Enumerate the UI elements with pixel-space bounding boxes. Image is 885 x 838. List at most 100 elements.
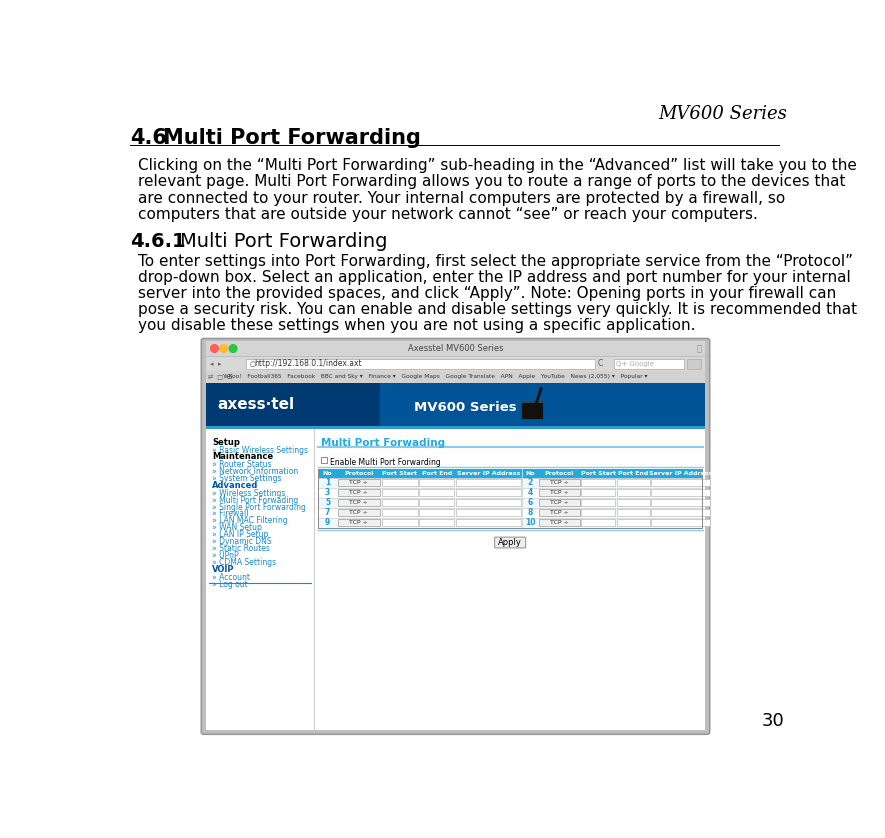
Text: C: C [598,360,604,369]
Text: Protocol: Protocol [344,471,373,476]
Text: Apply: Apply [498,538,522,547]
Bar [581,510,615,516]
Bar [539,479,580,486]
Bar [522,508,702,518]
Bar [206,428,314,730]
Bar [419,510,454,516]
Text: ○: ○ [250,361,256,367]
Text: Q+ Google: Q+ Google [616,361,654,367]
Text: » Multi Port Forwading: » Multi Port Forwading [212,495,298,504]
Text: » LAN MAC Filtering: » LAN MAC Filtering [212,516,288,525]
Bar [539,510,580,516]
Text: Multi Port Forwarding: Multi Port Forwarding [181,232,388,251]
Bar [319,508,522,518]
Text: server into the provided spaces, and click “Apply”. Note: Opening ports in your : server into the provided spaces, and cli… [138,286,836,301]
Text: Protocol: Protocol [544,471,574,476]
Text: » Account: » Account [212,572,250,582]
Bar [456,489,521,496]
Text: 6: 6 [527,499,533,507]
Bar [419,520,454,526]
Text: relevant page. Multi Port Forwarding allows you to route a range of ports to the: relevant page. Multi Port Forwarding all… [138,174,845,189]
Text: TCP ÷: TCP ÷ [550,520,569,525]
Text: No: No [526,471,535,476]
Bar [581,489,615,496]
Bar [337,489,380,496]
Text: Port End: Port End [618,471,649,476]
Text: » Log out: » Log out [212,580,248,588]
Text: » Static Routes: » Static Routes [212,544,270,553]
Bar [614,359,684,370]
Text: ⤡: ⤡ [696,344,701,353]
Text: 9: 9 [325,519,330,527]
Bar [581,499,615,506]
Text: » Dynamic DNS: » Dynamic DNS [212,537,272,546]
Text: Multi Port Forwarding: Multi Port Forwarding [164,128,421,148]
Text: TCP ÷: TCP ÷ [350,510,368,515]
Text: Port Start: Port Start [581,471,616,476]
Text: Clicking on the “Multi Port Forwarding” sub-heading in the “Advanced” list will : Clicking on the “Multi Port Forwarding” … [138,158,857,173]
Text: 10: 10 [525,519,535,527]
Text: Enable Multi Port Forwarding: Enable Multi Port Forwarding [330,458,441,467]
Bar [617,520,650,526]
Bar [246,359,595,370]
Text: » System Settings: » System Settings [212,474,281,483]
Bar [456,520,521,526]
Bar [337,520,380,526]
Bar [581,479,615,486]
Text: TCP ÷: TCP ÷ [350,500,368,505]
Bar [522,478,702,488]
Text: 2: 2 [527,478,533,488]
Bar [419,499,454,506]
Bar [319,498,522,508]
Bar [521,402,543,419]
Bar [206,357,705,371]
FancyBboxPatch shape [201,339,710,734]
Text: TCP ÷: TCP ÷ [550,510,569,515]
Text: 1: 1 [325,478,330,488]
Text: » WAN Setup: » WAN Setup [212,523,262,532]
Text: TCP ÷: TCP ÷ [350,480,368,485]
Bar [617,479,650,486]
Text: 3: 3 [325,489,330,498]
Bar [522,498,702,508]
Text: axess·tel: axess·tel [218,397,295,411]
Text: » Firewall: » Firewall [212,510,249,519]
Text: Server IP Address: Server IP Address [649,471,712,476]
Text: you disable these settings when you are not using a specific application.: you disable these settings when you are … [138,318,696,334]
Bar [319,468,702,478]
Bar [539,499,580,506]
Text: Advanced: Advanced [212,481,258,490]
Text: 4: 4 [527,489,533,498]
Text: TCP ÷: TCP ÷ [550,490,569,495]
Text: » UPnP: » UPnP [212,551,239,560]
Text: drop-down box. Select an application, enter the IP address and port number for y: drop-down box. Select an application, en… [138,270,850,285]
Text: 4.6.1: 4.6.1 [130,232,186,251]
Bar [381,479,418,486]
Text: 4.6: 4.6 [130,128,167,148]
Bar [206,371,705,383]
Bar [581,520,615,526]
Bar [206,341,705,356]
Bar [381,510,418,516]
Text: 8: 8 [527,509,533,517]
Bar [381,520,418,526]
Bar [651,479,710,486]
Bar [688,359,701,370]
Bar [320,457,327,463]
Bar [318,432,703,730]
Text: Setup: Setup [212,437,240,447]
Text: TCP ÷: TCP ÷ [350,490,368,495]
Text: http://192.168.0.1/index.axt: http://192.168.0.1/index.axt [254,360,362,369]
Text: ⇄  □  ☰: ⇄ □ ☰ [208,375,233,380]
Bar [380,383,705,426]
Text: ◂  ▸: ◂ ▸ [210,361,221,367]
Text: 5: 5 [325,499,330,507]
Text: Yahoo!   Football365   Facebook   BBC and Sky ▾   Finance ▾   Google Maps   Goog: Yahoo! Football365 Facebook BBC and Sky … [222,375,648,380]
Circle shape [229,344,237,352]
Bar [617,489,650,496]
Text: 7: 7 [325,509,330,517]
Bar [319,468,702,528]
Bar [617,499,650,506]
Text: Port End: Port End [421,471,452,476]
Text: pose a security risk. You can enable and disable settings very quickly. It is re: pose a security risk. You can enable and… [138,303,857,318]
